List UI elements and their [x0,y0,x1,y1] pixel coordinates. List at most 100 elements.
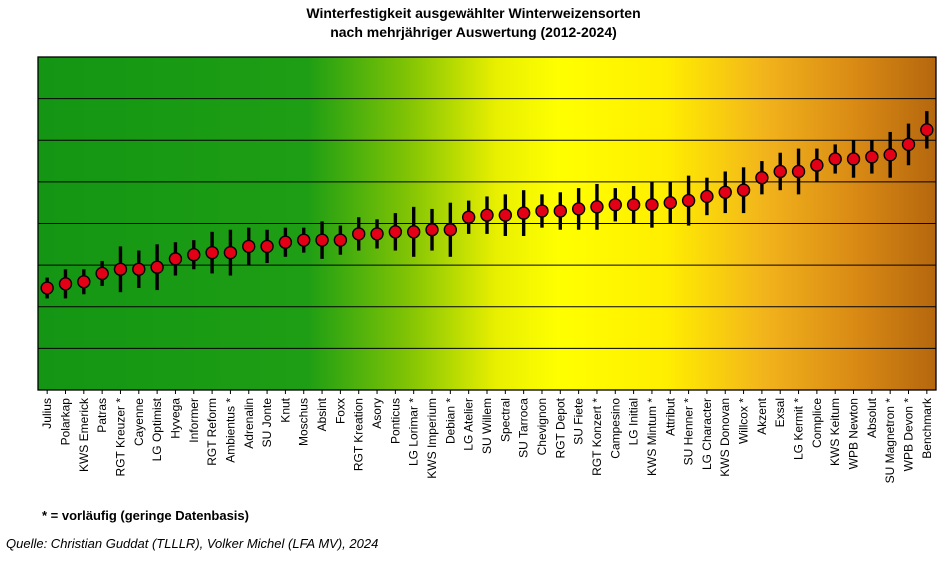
data-point [58,277,73,291]
data-point [645,198,659,212]
x-axis-label: Willcox * [737,398,751,444]
data-point [315,233,329,247]
x-axis-label: SU Tarroca [517,398,531,458]
x-axis-label: Asory [370,398,384,429]
data-point [132,262,146,276]
x-axis-label: LG Character [700,398,714,470]
data-point [920,123,934,137]
data-point [498,208,513,222]
data-point [297,233,311,247]
data-point [791,164,806,179]
x-axis-label: Hyvega [168,398,182,439]
data-point [425,223,439,237]
data-point [810,158,824,172]
x-axis-label: Benchmark [920,397,934,459]
x-axis-label: Ponticus [388,398,402,444]
data-point [480,208,494,222]
data-point [571,202,586,216]
data-point [608,198,622,212]
x-axis-label: KWS Imperium [425,398,439,479]
x-axis-label: WPB Devon * [902,398,916,472]
x-axis-label: Julius [40,398,54,429]
x-axis-label: KWS Emerick [77,397,91,472]
x-axis-label: LG Optimist [150,397,164,461]
x-axis-label: SU Henner * [682,398,696,466]
x-axis-label: SU Jonte [260,398,274,448]
x-axis-label: KWS Donovan [718,398,732,477]
data-point [95,266,109,281]
x-axis-label: Absolut [865,397,879,438]
data-point [773,164,787,179]
data-point [223,245,238,260]
x-axis-label: Complice [810,398,824,448]
x-axis-label: Spectral [498,398,512,442]
x-axis-label: KWS Mintum * [645,398,659,476]
data-point [406,225,421,239]
data-point [352,227,366,241]
data-point [388,225,403,239]
x-axis-label: Chevignon [535,398,549,455]
data-point [828,152,842,166]
x-axis-label: RGT Kreuzer * [113,398,127,477]
x-axis-label: SU Fiete [572,398,586,445]
x-axis-label: Informer [187,398,201,443]
data-point [168,252,183,266]
x-axis-label: Cayenne [132,398,146,446]
data-point [700,189,714,204]
x-axis-label: LG Kermit * [792,398,806,460]
x-axis-label: Ambientus * [223,398,237,463]
x-axis-label: RGT Konzert * [590,398,604,476]
data-point [846,152,861,166]
x-axis-label: LG Atelier [462,398,476,451]
data-point [370,227,384,241]
data-point [461,210,476,224]
x-axis-label: RGT Reform [205,398,219,466]
x-axis-label: Knut [278,397,292,422]
x-axis-label: Attribut [663,397,677,436]
data-point [205,245,219,260]
data-point [187,248,201,262]
x-axis-label: Adrenalin [242,398,256,449]
data-point [626,198,641,212]
footnote-provisional: * = vorläufig (geringe Datenbasis) [42,508,249,523]
x-axis-label: RGT Kreation [352,398,366,471]
data-point [40,281,54,295]
x-axis-label: Debian * [443,398,457,444]
chart-title-line1: Winterfestigkeit ausgewählter Winterweiz… [306,5,641,21]
data-point [242,239,256,254]
x-axis-label: Polarkap [58,398,72,446]
data-point [553,204,568,218]
data-point [901,137,916,152]
x-axis-label: RGT Depot [553,397,567,458]
data-point [681,193,696,208]
x-axis-label: SU Willem [480,398,494,454]
data-point [883,148,897,162]
data-point [260,239,274,254]
data-point [113,262,128,276]
x-axis-label: KWS Keitum [828,398,842,466]
x-axis-label: LG Lorimar * [407,398,421,466]
x-axis-label: Akzent [755,397,769,434]
x-axis-label: Absint [315,397,329,431]
x-axis-label: Patras [95,398,109,433]
x-axis-label: Exsal [773,398,787,427]
data-point [278,235,293,249]
data-point [736,183,751,197]
x-axis-label: Foxx [333,398,347,424]
data-point [333,233,348,247]
data-point [755,171,769,185]
chart-title-line2: nach mehrjähriger Auswertung (2012-2024) [330,24,617,40]
x-axis-label: Campesino [608,398,622,459]
data-point [718,185,732,199]
plot-border [37,56,937,391]
source-credit: Quelle: Christian Guddat (TLLLR), Volker… [6,536,379,551]
x-axis-label: SU Magnetron * [883,398,897,484]
data-point [663,195,677,210]
x-axis-label: Moschus [297,398,311,446]
data-point [865,150,879,164]
data-point [535,204,549,218]
data-point [590,200,604,214]
data-point [443,223,458,237]
